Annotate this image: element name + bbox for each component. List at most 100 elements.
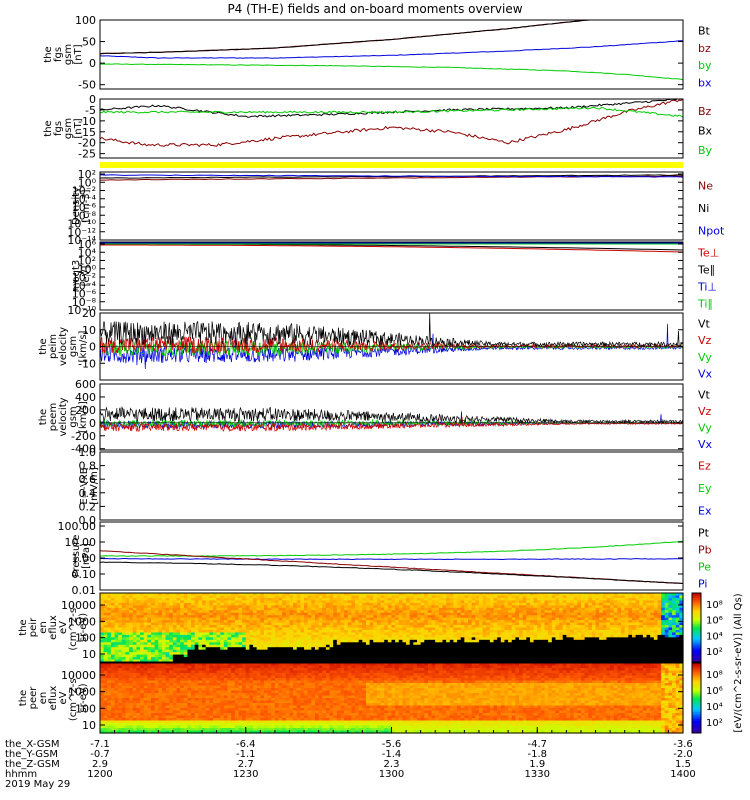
- spectrogram-cell: [187, 659, 192, 663]
- spectrogram-cell: [351, 649, 356, 653]
- spectrogram-cell: [591, 607, 597, 611]
- spectrogram-cell: [566, 649, 571, 653]
- spectrogram-cell: [114, 695, 119, 699]
- spectrogram-cell: [260, 659, 265, 663]
- spectrogram-cell: [621, 639, 626, 643]
- legend-bt: Bt: [698, 25, 711, 38]
- spectrogram-cell: [453, 595, 458, 599]
- spectrogram-cell: [347, 625, 353, 629]
- spectrogram-cell: [402, 612, 407, 616]
- spectrogram-cell: [438, 629, 444, 634]
- spectrogram-cell: [300, 622, 305, 626]
- spectrogram-cell: [242, 649, 247, 653]
- spectrogram-cell: [599, 647, 604, 651]
- spectrogram-cell: [336, 644, 342, 648]
- spectrogram-cell: [668, 612, 673, 616]
- spectrogram-cell: [129, 678, 134, 682]
- spectrogram-cell: [336, 617, 342, 621]
- spectrogram-cell: [424, 625, 429, 629]
- spectrogram-cell: [238, 654, 243, 658]
- spectrogram-cell: [161, 597, 167, 601]
- spectrogram-cell: [417, 620, 422, 624]
- spectrogram-cell: [431, 610, 436, 614]
- spectrogram-cell: [610, 602, 615, 606]
- spectrogram-cell: [471, 615, 476, 619]
- spectrogram-cell: [449, 649, 455, 653]
- spectrogram-cell: [307, 659, 312, 663]
- spectrogram-cell: [220, 647, 225, 651]
- spectrogram-cell: [202, 597, 207, 601]
- spectrogram-cell: [114, 700, 119, 704]
- spectrogram-cell: [245, 647, 250, 651]
- spectrogram-cell: [570, 617, 575, 621]
- spectrogram-cell: [577, 615, 582, 619]
- spectrogram-cell: [478, 595, 484, 599]
- spectrogram-cell: [129, 652, 134, 656]
- spectrogram-cell: [110, 663, 116, 667]
- spectrogram-cell: [212, 612, 218, 616]
- spectrogram-cell: [300, 595, 305, 599]
- spectrogram-cell: [584, 637, 589, 641]
- legend-vy: Vy: [698, 421, 712, 434]
- spectrogram-cell: [358, 647, 363, 651]
- spectrogram-cell: [336, 637, 342, 641]
- spectrogram-cell: [493, 659, 498, 663]
- spectrogram-cell: [274, 654, 280, 658]
- spectrogram-cell: [595, 647, 600, 651]
- spectrogram-cell: [406, 602, 411, 606]
- spectrogram-cell: [617, 637, 622, 641]
- spectrogram-cell: [551, 600, 557, 604]
- spectrogram-cell: [231, 602, 236, 606]
- spectrogram-cell: [562, 639, 567, 643]
- spectrogram-cell: [478, 639, 484, 643]
- spectrogram-cell: [118, 670, 123, 674]
- spectrogram-cell: [624, 612, 629, 616]
- spectrogram-cell: [624, 634, 629, 638]
- spectrogram-cell: [409, 652, 414, 656]
- spectrogram-cell: [365, 620, 371, 624]
- spectrogram-cell: [650, 615, 655, 619]
- spectrogram-cell: [664, 627, 670, 631]
- spectrogram-cell: [125, 642, 130, 646]
- spectrogram-cell: [642, 632, 648, 636]
- spectrogram-cell: [365, 617, 371, 621]
- spectrogram-cell: [526, 612, 531, 616]
- spectrogram-cell: [664, 600, 670, 604]
- spectrogram-cell: [573, 647, 578, 651]
- spectrogram-cell: [274, 632, 280, 636]
- spectrogram-cell: [417, 652, 422, 656]
- spectrogram-cell: [158, 600, 163, 604]
- spectrogram-cell: [132, 607, 138, 611]
- spectrogram-cell: [347, 610, 353, 614]
- spectrogram-cell: [595, 625, 600, 629]
- spectrogram-cell: [245, 644, 250, 648]
- spectrogram-cell: [263, 657, 269, 661]
- spectrogram-cell: [231, 634, 236, 638]
- spectrogram-cell: [610, 617, 615, 621]
- spectrogram-cell: [395, 597, 400, 601]
- spectrogram-cell: [147, 634, 152, 638]
- spectrogram-cell: [143, 610, 148, 614]
- spectrogram-cell: [143, 617, 148, 621]
- pressure-tick-label: 0.01: [72, 584, 97, 597]
- spectrogram-cell: [329, 657, 334, 661]
- spectrogram-cell: [482, 625, 487, 629]
- spectrogram-cell: [322, 634, 327, 638]
- spectrogram-cell: [282, 600, 287, 604]
- spectrogram-cell: [289, 605, 294, 609]
- spectrogram-cell: [675, 593, 680, 597]
- spectrogram-cell: [296, 647, 301, 651]
- spectrogram-cell: [351, 652, 356, 656]
- spectrogram-cell: [212, 622, 218, 626]
- spectrogram-cell: [482, 652, 487, 656]
- spectrogram-cell: [628, 615, 633, 619]
- spectrogram-cell: [468, 632, 473, 636]
- spectrogram-cell: [602, 654, 608, 658]
- spectrogram-cell: [427, 657, 433, 661]
- spectrogram-cell: [161, 657, 167, 661]
- spectrogram-cell: [497, 600, 502, 604]
- spectrogram-cell: [161, 625, 167, 629]
- spectrogram-cell: [672, 595, 677, 599]
- spectrogram-cell: [526, 595, 531, 599]
- spectrogram-cell: [351, 620, 356, 624]
